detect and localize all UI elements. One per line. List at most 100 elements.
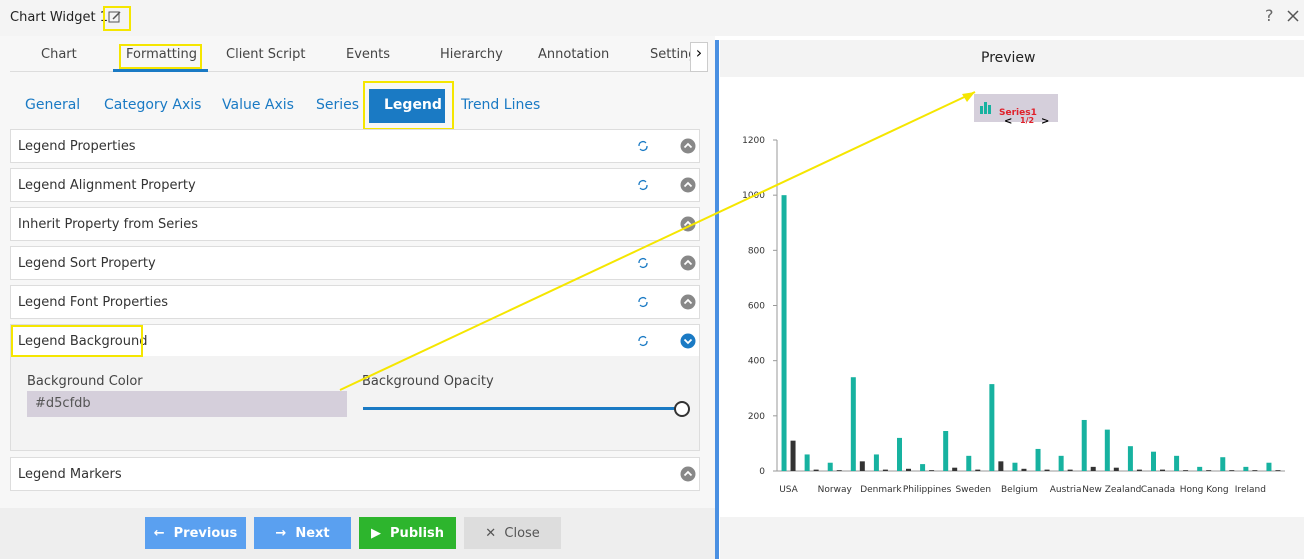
tab[interactable]: Events (346, 47, 391, 62)
subtab[interactable]: Trend Lines (461, 97, 541, 113)
refresh-icon[interactable] (636, 139, 650, 153)
bar (952, 467, 958, 471)
y-tick-label: 200 (748, 412, 765, 422)
bar (897, 437, 902, 471)
next-button[interactable]: → Next (254, 517, 351, 549)
edit-icon[interactable] (108, 10, 122, 24)
x-tick-label: Belgium (1001, 485, 1038, 495)
section-header[interactable]: Inherit Property from Series (10, 207, 700, 241)
x-tick-label: Austria (1050, 485, 1082, 495)
tab[interactable]: Formatting (126, 47, 198, 62)
button-label: Next (295, 525, 330, 541)
previous-button[interactable]: ← Previous (145, 517, 246, 549)
bar (1252, 470, 1258, 471)
section-header[interactable]: Legend Markers (10, 457, 700, 491)
toggle-icon[interactable] (680, 177, 696, 193)
bar (1021, 468, 1027, 471)
subtab[interactable]: Value Axis (222, 97, 294, 113)
tab[interactable]: Chart (41, 47, 77, 62)
bar (1243, 466, 1249, 471)
bar (906, 468, 911, 471)
tab-rule (10, 71, 700, 72)
section-title: Legend Sort Property (18, 256, 156, 271)
button-label: Publish (390, 525, 445, 541)
bar (781, 195, 787, 471)
section-title: Legend Alignment Property (18, 178, 196, 193)
bar (850, 377, 856, 471)
section-title: Legend Font Properties (18, 295, 169, 310)
subtab[interactable]: Legend (384, 97, 442, 113)
bar (1229, 470, 1235, 471)
divider (715, 40, 719, 559)
bar (989, 384, 995, 471)
bar (1113, 467, 1119, 471)
bar (1081, 419, 1087, 471)
bar (1275, 470, 1281, 471)
toggle-icon[interactable] (680, 466, 696, 482)
y-tick-label: 1200 (742, 136, 765, 146)
x-tick-label: Canada (1141, 485, 1175, 495)
tab-scroll[interactable]: › (690, 42, 708, 72)
legend-icon (980, 102, 991, 114)
bar (1160, 469, 1165, 471)
section-header[interactable]: Legend Font Properties (10, 285, 700, 319)
active-tab-underline (113, 69, 208, 72)
subtab[interactable]: General (25, 97, 81, 113)
close-button[interactable]: ✕ Close (464, 517, 561, 549)
tab[interactable]: Hierarchy (440, 47, 503, 62)
preview-header (720, 40, 1304, 77)
bar (827, 462, 833, 471)
slider-thumb[interactable] (674, 401, 690, 417)
field-label: Background Color (27, 374, 143, 389)
y-tick-label: 0 (759, 467, 765, 477)
preview-footer (720, 517, 1304, 559)
help-icon[interactable]: ? (1265, 6, 1274, 25)
bar (804, 454, 810, 471)
button-label: Close (504, 525, 540, 541)
bar (929, 470, 935, 471)
toggle-icon[interactable] (680, 294, 696, 310)
bar (1266, 462, 1272, 471)
bar (1035, 448, 1041, 471)
preview-title: Preview (981, 50, 1036, 66)
bar (1151, 451, 1156, 471)
x-tick-label: Ireland (1235, 485, 1266, 495)
refresh-icon[interactable] (636, 295, 650, 309)
window-title: Chart Widget 1 (10, 10, 109, 25)
close-icon[interactable] (1287, 10, 1299, 22)
legend-page: 1/2 (1020, 116, 1034, 125)
legend-prev[interactable]: < (1004, 116, 1012, 127)
legend-entry[interactable]: Series1 (999, 108, 1037, 118)
toggle-icon[interactable] (680, 138, 696, 154)
subtab[interactable]: Series (316, 97, 360, 113)
y-tick-label: 800 (748, 246, 765, 256)
highlight (11, 325, 143, 357)
tab[interactable]: Client Script (226, 47, 306, 62)
y-tick-label: 400 (748, 357, 765, 367)
refresh-icon[interactable] (636, 256, 650, 270)
bar (966, 455, 972, 471)
subtab[interactable]: Category Axis (104, 97, 202, 113)
section-header[interactable]: Legend Alignment Property (10, 168, 700, 202)
y-tick-label: 600 (748, 302, 765, 312)
toggle-icon[interactable] (680, 333, 696, 349)
refresh-icon[interactable] (636, 334, 650, 348)
bar (1044, 469, 1050, 471)
section-title: Legend Markers (18, 467, 122, 482)
bar (1174, 455, 1180, 471)
tab[interactable]: Annotation (538, 47, 610, 62)
refresh-icon[interactable] (636, 178, 650, 192)
legend-next[interactable]: > (1041, 116, 1049, 127)
bar (1012, 462, 1018, 471)
bar (1127, 446, 1133, 471)
toggle-icon[interactable] (680, 255, 696, 271)
x-tick-label: Philippines (903, 485, 952, 495)
color-input[interactable]: #d5cfdb (27, 391, 347, 417)
x-tick-label: New Zealand (1082, 485, 1141, 495)
x-tick-label: Denmark (860, 485, 902, 495)
tab[interactable]: Settings (650, 47, 692, 62)
section-header[interactable]: Legend Properties (10, 129, 700, 163)
bar (1220, 457, 1226, 471)
bar (920, 464, 926, 471)
publish-button[interactable]: ▶ Publish (359, 517, 456, 549)
